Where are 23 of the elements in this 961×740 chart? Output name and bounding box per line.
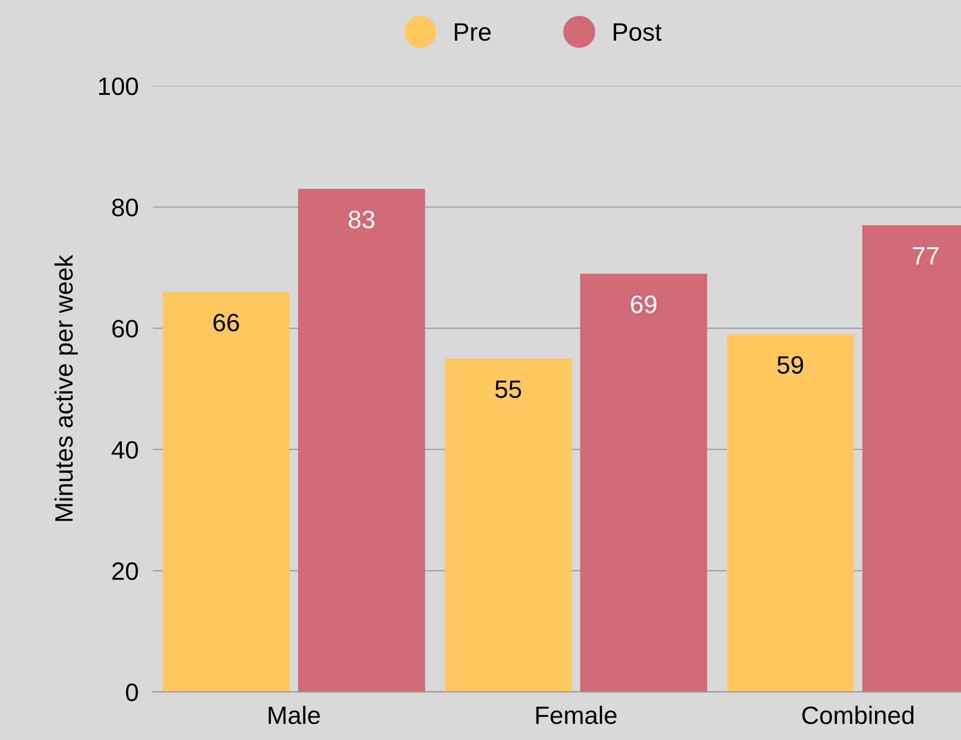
data-label: 83 xyxy=(348,210,374,228)
data-label: 69 xyxy=(631,296,656,314)
legend-label: Post xyxy=(614,23,662,41)
y-tick-label: 20 xyxy=(112,562,138,580)
y-tick-label: 60 xyxy=(112,320,138,338)
x-tick-label: Male xyxy=(268,706,320,724)
bar xyxy=(162,292,290,692)
y-tick-label: 40 xyxy=(112,441,138,459)
bar xyxy=(726,334,854,692)
data-label: 77 xyxy=(913,247,938,264)
legend-label: Pre xyxy=(454,23,491,41)
bar xyxy=(580,274,708,692)
data-label: 66 xyxy=(214,314,239,332)
data-label: 59 xyxy=(777,356,804,374)
y-tick-label: 0 xyxy=(126,684,138,702)
bar xyxy=(298,188,426,692)
y-tick-label: 100 xyxy=(99,77,138,96)
x-tick-label: Combined xyxy=(802,706,914,724)
data-label: 55 xyxy=(495,380,522,398)
y-tick-label: 80 xyxy=(112,198,138,216)
bar xyxy=(444,358,572,692)
x-tick-label: Female xyxy=(536,706,617,724)
y-axis-title: Minutes active per week xyxy=(54,254,78,521)
